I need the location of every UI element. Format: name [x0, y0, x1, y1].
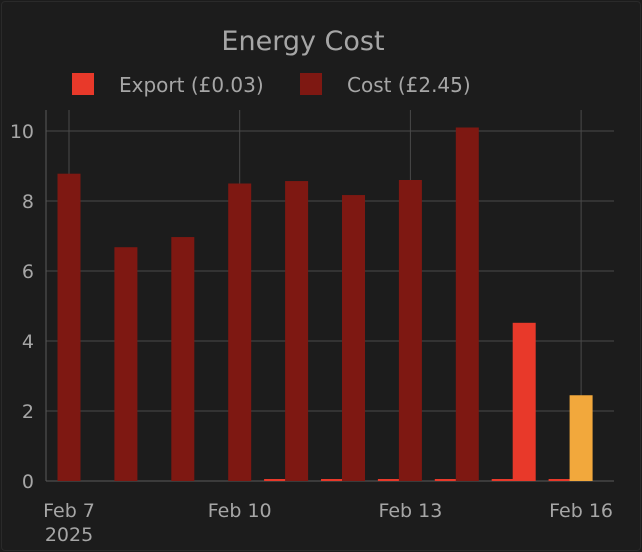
x-tick-sublabel: 2025 — [45, 524, 93, 546]
legend-item-export[interactable]: Export (£0.03) — [72, 73, 264, 97]
cost-bar[interactable] — [285, 181, 309, 482]
cost-bar[interactable] — [228, 183, 252, 482]
cost-bar[interactable] — [455, 127, 479, 482]
cost-bar[interactable] — [569, 395, 593, 481]
x-tick-label: Feb 16 — [549, 500, 613, 522]
export-bar[interactable] — [548, 479, 572, 481]
legend-swatch-export — [72, 73, 94, 95]
y-tick-label: 0 — [22, 471, 34, 493]
y-tick-label: 4 — [22, 331, 34, 353]
export-bar[interactable] — [377, 479, 401, 481]
cost-bar[interactable] — [512, 322, 536, 481]
y-axis-ticks: 0 2 4 6 8 10 — [10, 121, 34, 493]
export-bar[interactable] — [491, 479, 515, 481]
cost-bar[interactable] — [114, 247, 138, 481]
x-tick-label: Feb 13 — [378, 500, 442, 522]
cost-bar[interactable] — [171, 237, 195, 481]
bars — [57, 127, 593, 482]
x-tick-label: Feb 10 — [208, 500, 272, 522]
y-tick-label: 2 — [22, 401, 34, 423]
legend-label-export: Export (£0.03) — [119, 73, 264, 97]
export-bar[interactable] — [264, 479, 288, 481]
legend-swatch-cost — [300, 73, 322, 95]
cost-bar[interactable] — [57, 173, 81, 481]
legend: Export (£0.03) Cost (£2.45) — [72, 73, 471, 97]
chart-title: Energy Cost — [221, 26, 384, 57]
export-bar[interactable] — [321, 479, 344, 481]
cost-bar[interactable] — [342, 195, 365, 482]
legend-item-cost[interactable]: Cost (£2.45) — [300, 73, 471, 97]
cost-bar[interactable] — [398, 180, 422, 481]
y-tick-label: 6 — [22, 261, 34, 283]
y-tick-label: 10 — [10, 121, 34, 143]
legend-label-cost: Cost (£2.45) — [347, 73, 471, 97]
export-bar[interactable] — [434, 479, 458, 481]
y-tick-label: 8 — [22, 191, 34, 213]
x-tick-label: Feb 7 — [43, 500, 95, 522]
